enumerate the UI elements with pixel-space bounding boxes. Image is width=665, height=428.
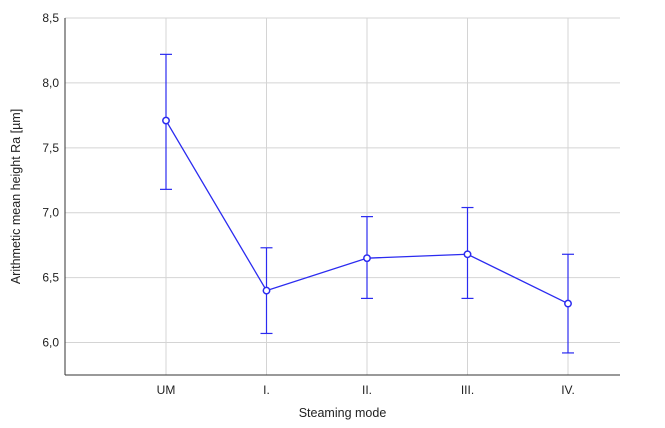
data-point: [463, 250, 472, 259]
x-tick-label: UM: [157, 383, 176, 397]
gridlines: [65, 17, 620, 375]
y-tick-label: 6,0: [42, 336, 59, 350]
axes: [64, 18, 620, 376]
y-tick-label: 6,5: [42, 271, 59, 285]
data-point: [564, 299, 572, 308]
x-tick-label: IV.: [561, 383, 575, 397]
y-axis-title: Arithmetic mean height Ra [µm]: [9, 109, 23, 284]
data-series: [160, 53, 574, 354]
y-tick-label: 8,5: [42, 11, 59, 25]
x-tick-label: II.: [362, 383, 372, 397]
data-point: [363, 254, 371, 263]
data-point: [262, 286, 271, 295]
data-point: [162, 116, 170, 125]
tick-labels: 6,0 6,5 7,0 7,5 8,0 8,5 UM I. II. III. IV.: [42, 11, 574, 397]
x-tick-label: I.: [263, 383, 270, 397]
y-tick-label: 7,5: [42, 141, 59, 155]
x-axis-title: Steaming mode: [299, 406, 387, 420]
y-tick-label: 7,0: [42, 206, 59, 220]
y-tick-label: 8,0: [42, 76, 59, 90]
x-tick-label: III.: [461, 383, 474, 397]
